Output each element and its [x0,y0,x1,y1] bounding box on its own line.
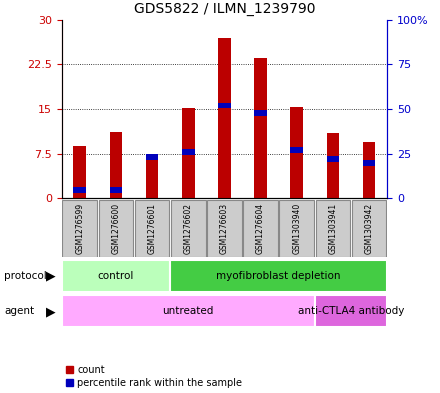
Bar [254,59,267,198]
FancyBboxPatch shape [135,200,169,257]
Text: GSM1303942: GSM1303942 [365,203,374,254]
Bar [363,160,375,166]
Bar [110,187,122,193]
Text: myofibroblast depletion: myofibroblast depletion [216,271,341,281]
Bar [326,133,339,198]
FancyBboxPatch shape [315,200,350,257]
Text: GSM1276601: GSM1276601 [147,203,157,254]
Bar [326,156,339,162]
FancyBboxPatch shape [207,200,242,257]
FancyBboxPatch shape [171,200,205,257]
FancyBboxPatch shape [62,200,97,257]
FancyBboxPatch shape [170,260,387,292]
Text: anti-CTLA4 antibody: anti-CTLA4 antibody [298,307,404,316]
Bar [182,149,194,155]
Text: GSM1303941: GSM1303941 [328,203,337,254]
Text: GSM1276603: GSM1276603 [220,203,229,254]
Text: agent: agent [4,307,34,316]
FancyBboxPatch shape [243,200,278,257]
Text: GSM1276602: GSM1276602 [184,203,193,254]
FancyBboxPatch shape [62,260,170,292]
Text: GSM1276599: GSM1276599 [75,203,84,254]
FancyBboxPatch shape [352,200,386,257]
Legend: count, percentile rank within the sample: count, percentile rank within the sample [66,365,242,388]
Bar [363,142,375,198]
Bar [290,107,303,198]
Bar [182,108,194,198]
Bar [290,147,303,153]
Bar [73,187,86,193]
Text: GSM1276600: GSM1276600 [111,203,121,254]
Text: GSM1303940: GSM1303940 [292,203,301,254]
Bar [218,103,231,108]
Text: protocol: protocol [4,271,47,281]
Bar [254,110,267,116]
Text: ▶: ▶ [46,270,55,283]
Text: control: control [98,271,134,281]
FancyBboxPatch shape [62,296,315,327]
Bar [218,38,231,198]
FancyBboxPatch shape [315,296,387,327]
Bar [146,154,158,160]
Bar [110,132,122,198]
Text: untreated: untreated [162,307,214,316]
Text: ▶: ▶ [46,305,55,318]
FancyBboxPatch shape [99,200,133,257]
Title: GDS5822 / ILMN_1239790: GDS5822 / ILMN_1239790 [134,2,315,16]
Bar [73,146,86,198]
FancyBboxPatch shape [279,200,314,257]
Bar [146,157,158,198]
Text: GSM1276604: GSM1276604 [256,203,265,254]
